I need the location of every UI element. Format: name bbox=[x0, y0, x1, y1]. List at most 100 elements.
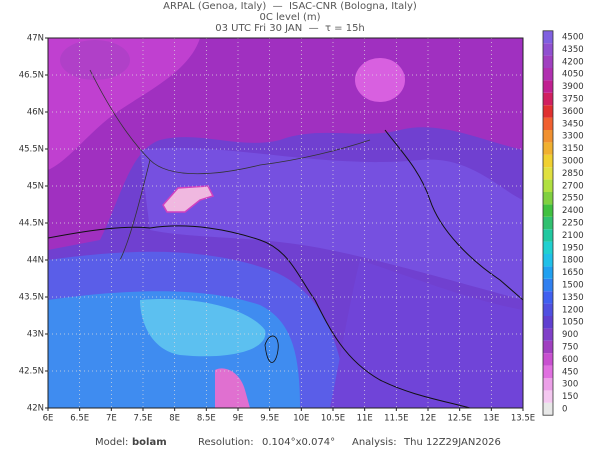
colorbar-swatch bbox=[543, 291, 553, 304]
lon-label: 11E bbox=[357, 414, 373, 424]
colorbar-swatch bbox=[543, 328, 553, 341]
lon-label: 6.5E bbox=[70, 414, 89, 424]
lon-label: 9.5E bbox=[260, 414, 279, 424]
colorbar-swatch bbox=[543, 142, 553, 155]
colorbar-label: 2250 bbox=[562, 219, 584, 229]
graticule: 6E 6.5E 7E 7.5E 8E 8.5E 9E 9.5E 10E 10.5E 11E 11.5E… bbox=[19, 34, 535, 424]
lon-label: 10.5E bbox=[321, 414, 345, 424]
footer-value: 0.104°x0.074° bbox=[262, 437, 335, 448]
colorbar-label: 1800 bbox=[562, 256, 584, 266]
header-line: 0C level (m) bbox=[259, 12, 320, 23]
colorbar-label: 3900 bbox=[562, 82, 584, 92]
lat-label: 45N bbox=[27, 182, 44, 192]
colorbar-label: 1050 bbox=[562, 318, 584, 328]
colorbar-swatch bbox=[543, 55, 553, 68]
lon-label: 11.5E bbox=[384, 414, 408, 424]
lon-label: 13E bbox=[483, 414, 499, 424]
colorbar-swatch bbox=[543, 179, 553, 192]
colorbar-label: 3150 bbox=[562, 144, 584, 154]
colorbar-swatch bbox=[543, 353, 553, 366]
colorbar-label: 4500 bbox=[562, 33, 584, 43]
colorbar-swatch bbox=[543, 402, 553, 416]
lat-label: 44.5N bbox=[19, 219, 44, 229]
lon-label: 8.5E bbox=[197, 414, 216, 424]
colorbar-label: 3450 bbox=[562, 119, 584, 129]
colorbar-swatch bbox=[543, 92, 553, 106]
lon-label: 6E bbox=[43, 414, 54, 424]
colorbar-swatch bbox=[543, 105, 553, 118]
lat-label: 45.5N bbox=[19, 145, 44, 155]
colorbar-label: 2850 bbox=[562, 169, 584, 179]
lat-label: 43.5N bbox=[19, 293, 44, 303]
lon-label: 7.5E bbox=[134, 414, 153, 424]
header-line: 03 UTC Fri 30 JAN — τ = 15h bbox=[215, 23, 365, 34]
lat-label: 46.5N bbox=[19, 71, 44, 81]
colorbar-frame bbox=[542, 30, 554, 416]
lat-label: 43N bbox=[27, 330, 44, 340]
lat-label: 42N bbox=[27, 404, 44, 414]
colorbar-swatch bbox=[543, 117, 553, 130]
colorbar-label: 300 bbox=[562, 380, 578, 390]
footer-value: Thu 12Z29JAN2026 bbox=[403, 437, 501, 448]
lon-label: 7E bbox=[106, 414, 117, 424]
lon-label: 8E bbox=[169, 414, 180, 424]
lat-label: 44N bbox=[27, 256, 44, 266]
colorbar-swatch bbox=[543, 278, 553, 292]
colorbar-label: 2400 bbox=[562, 206, 584, 216]
colorbar-swatch bbox=[543, 68, 553, 81]
colorbar-swatch bbox=[543, 30, 553, 44]
colorbar-label: 2100 bbox=[562, 231, 584, 241]
colorbar-label: 1500 bbox=[562, 281, 584, 291]
lat-label: 47N bbox=[27, 34, 44, 44]
colorbar-label: 600 bbox=[562, 355, 578, 365]
lat-label: 42.5N bbox=[19, 367, 44, 377]
lon-label: 12E bbox=[420, 414, 436, 424]
colorbar-label: 4200 bbox=[562, 57, 584, 67]
colorbar-swatch bbox=[543, 254, 553, 267]
map-frame bbox=[47, 37, 524, 409]
footer-label: Analysis: bbox=[352, 437, 397, 448]
colorbar-swatch bbox=[543, 43, 553, 56]
map-field bbox=[48, 38, 523, 408]
colorbar-swatch bbox=[543, 378, 553, 391]
colorbar-label: 2700 bbox=[562, 181, 584, 191]
colorbar-label: 750 bbox=[562, 343, 578, 353]
colorbar-label: 3600 bbox=[562, 107, 584, 117]
colorbar: 0 150 300 450 600 750 900 1050 1200 1350 1500 1650 1… bbox=[542, 30, 584, 416]
lat-label: 46N bbox=[27, 108, 44, 118]
lon-label: 9E bbox=[233, 414, 244, 424]
lon-label: 12.5E bbox=[448, 414, 472, 424]
colorbar-label: 1950 bbox=[562, 243, 584, 253]
colorbar-label: 150 bbox=[562, 392, 578, 402]
colorbar-swatch bbox=[543, 167, 553, 180]
colorbar-swatch bbox=[543, 130, 553, 143]
lon-label: 10E bbox=[293, 414, 309, 424]
footer-value: bolam bbox=[132, 437, 167, 448]
colorbar-swatch bbox=[543, 365, 553, 378]
colorbar-swatch bbox=[543, 204, 553, 217]
colorbar-swatch bbox=[543, 154, 553, 168]
colorbar-label: 4050 bbox=[562, 70, 584, 80]
colorbar-label: 450 bbox=[562, 367, 578, 377]
colorbar-swatch bbox=[543, 80, 553, 93]
colorbar-label: 1650 bbox=[562, 268, 584, 278]
colorbar-label: 2550 bbox=[562, 194, 584, 204]
colorbar-label: 4350 bbox=[562, 45, 584, 55]
colorbar-swatch bbox=[543, 316, 553, 329]
colorbar-swatch bbox=[543, 216, 553, 230]
colorbar-swatch bbox=[543, 192, 553, 205]
colorbar-label: 3300 bbox=[562, 132, 584, 142]
header-line: ARPAL (Genoa, Italy) — ISAC-CNR (Bologna… bbox=[163, 1, 417, 12]
colorbar-label: 1200 bbox=[562, 305, 584, 315]
colorbar-label: 1350 bbox=[562, 293, 584, 303]
colorbar-swatch bbox=[543, 266, 553, 279]
lon-label: 13.5E bbox=[511, 414, 535, 424]
colorbar-label: 3750 bbox=[562, 95, 584, 105]
colorbar-swatch bbox=[543, 340, 553, 354]
colorbar-label: 3000 bbox=[562, 157, 584, 167]
colorbar-swatch bbox=[543, 229, 553, 242]
footer-label: Model: bbox=[95, 437, 128, 448]
colorbar-label: 0 bbox=[562, 405, 567, 415]
colorbar-label: 900 bbox=[562, 330, 578, 340]
